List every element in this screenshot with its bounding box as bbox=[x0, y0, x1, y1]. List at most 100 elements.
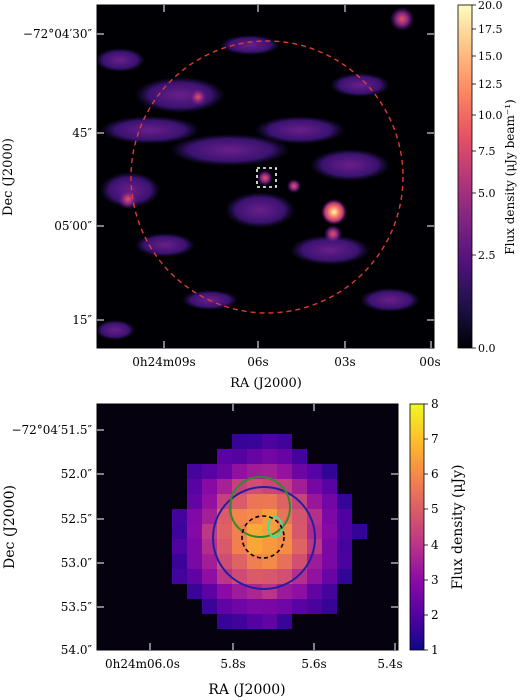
top-xtick-1: 06s bbox=[247, 355, 268, 369]
map-pixel bbox=[217, 509, 232, 524]
map-pixel bbox=[337, 644, 352, 650]
bottom-image-frame bbox=[96, 403, 399, 651]
map-pixel bbox=[97, 584, 112, 599]
top-xtick-0: 0h24m09s bbox=[132, 355, 195, 369]
map-pixel bbox=[322, 419, 337, 434]
map-pixel bbox=[337, 419, 352, 434]
map-pixel bbox=[337, 509, 352, 524]
map-pixel bbox=[187, 569, 202, 584]
map-pixel bbox=[337, 584, 352, 599]
map-pixel bbox=[352, 464, 367, 479]
map-pixel bbox=[112, 524, 127, 539]
map-pixel bbox=[172, 599, 187, 614]
map-pixel bbox=[352, 644, 367, 650]
map-pixel bbox=[97, 494, 112, 509]
map-pixel bbox=[307, 449, 322, 464]
map-pixel bbox=[97, 479, 112, 494]
top-cbar-tick-5: 7.5 bbox=[478, 145, 496, 158]
dashed-black-circle bbox=[241, 515, 285, 559]
map-pixel bbox=[112, 554, 127, 569]
map-pixel bbox=[322, 554, 337, 569]
map-pixel bbox=[337, 404, 352, 419]
map-pixel bbox=[157, 644, 172, 650]
map-pixel bbox=[112, 494, 127, 509]
map-pixel bbox=[322, 434, 337, 449]
map-pixel bbox=[262, 494, 277, 509]
bottom-ytick-0: −72°04′51.5″ bbox=[11, 423, 92, 437]
map-pixel bbox=[307, 599, 322, 614]
map-pixel bbox=[157, 569, 172, 584]
map-pixel bbox=[262, 464, 277, 479]
map-pixel bbox=[217, 644, 232, 650]
map-pixel bbox=[247, 479, 262, 494]
map-pixel bbox=[382, 509, 397, 524]
map-pixel bbox=[142, 614, 157, 629]
top-ytick-0: −72°04′30″ bbox=[23, 27, 93, 41]
map-pixel bbox=[352, 494, 367, 509]
bottom-cbar-tick-5: 3 bbox=[431, 573, 439, 587]
map-pixel bbox=[337, 569, 352, 584]
map-pixel bbox=[337, 494, 352, 509]
map-pixel bbox=[232, 419, 247, 434]
map-pixel bbox=[172, 464, 187, 479]
map-pixel bbox=[157, 614, 172, 629]
map-pixel bbox=[202, 569, 217, 584]
map-pixel bbox=[97, 509, 112, 524]
map-pixel bbox=[157, 419, 172, 434]
map-pixel bbox=[292, 584, 307, 599]
map-pixel bbox=[322, 509, 337, 524]
map-pixel bbox=[112, 479, 127, 494]
map-pixel bbox=[142, 494, 157, 509]
map-pixel bbox=[142, 419, 157, 434]
map-pixel bbox=[382, 419, 397, 434]
map-pixel bbox=[352, 509, 367, 524]
map-pixel bbox=[187, 419, 202, 434]
map-pixel bbox=[367, 479, 382, 494]
map-pixel bbox=[262, 554, 277, 569]
map-pixel bbox=[262, 434, 277, 449]
map-pixel bbox=[322, 629, 337, 644]
map-pixel bbox=[232, 404, 247, 419]
map-pixel bbox=[187, 539, 202, 554]
map-pixel bbox=[247, 539, 262, 554]
map-pixel bbox=[217, 464, 232, 479]
map-pixel bbox=[292, 449, 307, 464]
map-pixel bbox=[262, 419, 277, 434]
map-pixel bbox=[112, 569, 127, 584]
map-pixel bbox=[382, 554, 397, 569]
map-pixel bbox=[127, 434, 142, 449]
map-pixel bbox=[382, 464, 397, 479]
bottom-ytick-2: 52.5″ bbox=[61, 512, 93, 526]
map-pixel bbox=[97, 449, 112, 464]
map-pixel bbox=[247, 494, 262, 509]
map-pixel bbox=[337, 554, 352, 569]
map-pixel bbox=[247, 629, 262, 644]
bottom-image-panel: 0h24m06.0s 5.8s 5.6s 5.4s −72°04′51.5″ 5… bbox=[2, 403, 403, 698]
map-pixel bbox=[367, 404, 382, 419]
map-pixel bbox=[277, 584, 292, 599]
map-pixel bbox=[322, 614, 337, 629]
map-pixel bbox=[277, 614, 292, 629]
map-pixel bbox=[367, 629, 382, 644]
map-pixel bbox=[127, 644, 142, 650]
map-pixel bbox=[247, 404, 262, 419]
map-pixel bbox=[232, 629, 247, 644]
map-pixel bbox=[322, 449, 337, 464]
map-pixel bbox=[172, 479, 187, 494]
top-image-panel: 0h24m09s 06s 03s 00s −72°04′30″ 45″ 05′0… bbox=[1, 4, 441, 391]
map-pixel bbox=[367, 419, 382, 434]
map-pixel bbox=[247, 449, 262, 464]
map-pixel bbox=[232, 554, 247, 569]
map-pixel bbox=[382, 614, 397, 629]
map-pixel bbox=[262, 629, 277, 644]
bottom-cbar-label: Flux density (μJy) bbox=[450, 464, 466, 589]
map-pixel bbox=[232, 599, 247, 614]
map-pixel bbox=[187, 614, 202, 629]
map-pixel bbox=[202, 419, 217, 434]
zoom-box bbox=[256, 167, 277, 188]
map-pixel bbox=[112, 419, 127, 434]
map-pixel bbox=[382, 599, 397, 614]
map-pixel bbox=[217, 629, 232, 644]
map-pixel bbox=[97, 464, 112, 479]
bottom-xtick-3: 5.4s bbox=[377, 657, 402, 671]
